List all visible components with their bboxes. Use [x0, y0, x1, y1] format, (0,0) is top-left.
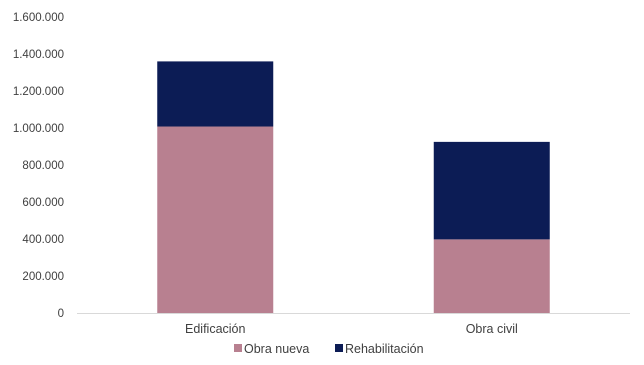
y-tick-label: 1.200.000 [13, 86, 64, 98]
y-tick-label: 1.400.000 [13, 49, 64, 61]
bar-obra-nueva [433, 239, 550, 313]
bar-rehabilitacion [433, 141, 550, 240]
legend-label: Obra nueva [244, 342, 309, 356]
y-tick-label: 600.000 [22, 197, 64, 209]
x-tick-label: Obra civil [466, 322, 518, 336]
bar-rehabilitacion [157, 61, 274, 127]
x-tick-label: Edificación [185, 322, 245, 336]
y-tick-label: 200.000 [22, 271, 64, 283]
y-tick-label: 1.000.000 [13, 123, 64, 135]
bar-obra-nueva [157, 126, 274, 314]
legend-label: Rehabilitación [345, 342, 424, 356]
y-tick-label: 1.600.000 [13, 12, 64, 24]
legend-swatch [335, 344, 343, 352]
y-tick-label: 0 [58, 308, 64, 320]
legend-swatch [234, 344, 242, 352]
y-tick-label: 400.000 [22, 234, 64, 246]
y-tick-label: 800.000 [22, 160, 64, 172]
